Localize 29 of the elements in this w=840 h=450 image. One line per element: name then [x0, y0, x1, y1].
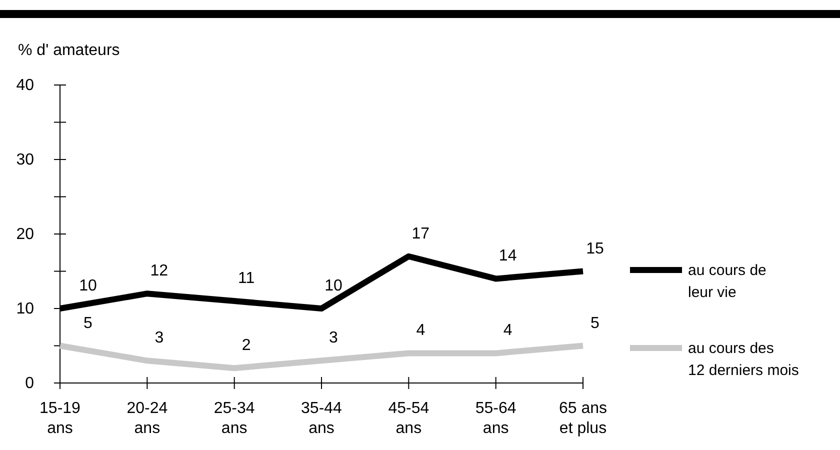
data-label: 2 — [242, 337, 251, 354]
x-tick-label: 25-34 ans — [214, 400, 255, 437]
data-label: 5 — [590, 314, 600, 332]
x-tick-label: 45-54 ans — [388, 400, 430, 437]
data-label: 4 — [416, 322, 426, 340]
data-label: 3 — [329, 330, 338, 347]
data-label: 14 — [498, 248, 517, 265]
y-axis-title: % d' amateurs — [18, 42, 120, 59]
x-tick-label: 20-24 ans — [126, 400, 168, 437]
data-label: 17 — [412, 225, 430, 242]
data-label: 15 — [586, 240, 604, 258]
data-label: 10 — [79, 278, 97, 294]
y-tick-label: 40 — [16, 77, 34, 94]
data-label: 3 — [154, 330, 164, 347]
data-label: 11 — [238, 270, 255, 288]
y-tick-label: 10 — [16, 300, 34, 318]
data-label: 5 — [84, 314, 93, 332]
x-tick-label: 55-64 ans — [475, 400, 516, 437]
y-tick-label: 0 — [25, 375, 34, 392]
x-tick-label: 35-44 ans — [301, 400, 342, 437]
legend-label: au cours des 12 derniers mois — [688, 340, 799, 379]
x-tick-label: 15-19 ans — [40, 400, 81, 437]
legend-label: au cours de leur vie — [688, 262, 766, 301]
y-tick-label: 30 — [16, 152, 34, 169]
data-label: 4 — [503, 322, 512, 340]
data-label: 12 — [150, 262, 168, 280]
y-tick-label: 20 — [16, 226, 34, 244]
x-tick-label: 65 ans et plus — [558, 400, 608, 437]
data-label: 10 — [324, 278, 342, 294]
